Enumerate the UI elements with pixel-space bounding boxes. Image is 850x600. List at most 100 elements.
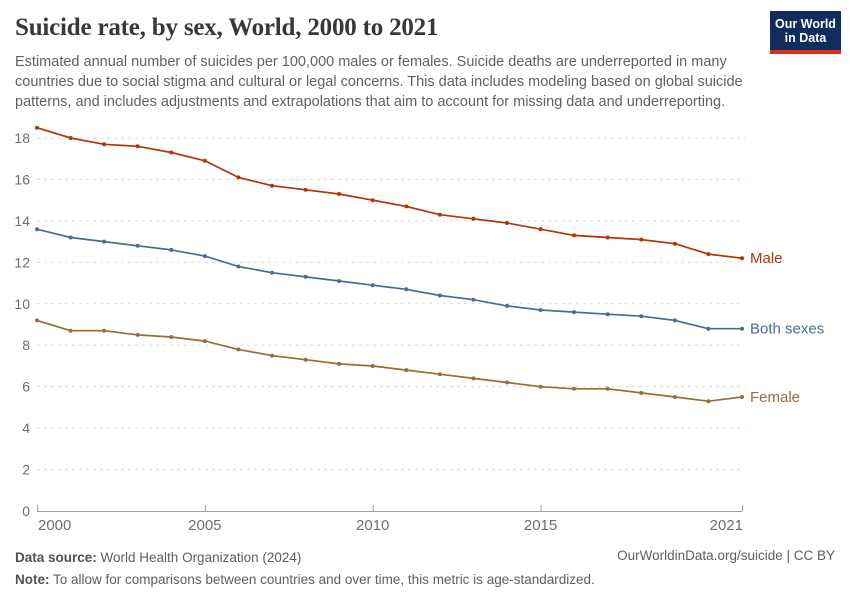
data-point-female-2021[interactable] <box>740 395 744 399</box>
data-point-both-sexes-2015[interactable] <box>538 308 543 312</box>
data-point-both-sexes-2009[interactable] <box>337 279 342 283</box>
data-point-both-sexes-2000[interactable] <box>35 227 39 232</box>
data-point-both-sexes-2002[interactable] <box>102 239 107 244</box>
data-point-female-2011[interactable] <box>404 368 409 373</box>
data-point-female-2013[interactable] <box>471 376 476 381</box>
series-male[interactable]: Male <box>35 125 783 268</box>
page-title: Suicide rate, by sex, World, 2000 to 202… <box>15 14 439 41</box>
data-point-male-2004[interactable] <box>169 150 174 155</box>
data-point-both-sexes-2007[interactable] <box>270 270 274 275</box>
data-point-both-sexes-2005[interactable] <box>202 254 207 259</box>
series-label-both-sexes: Both sexes <box>750 321 824 338</box>
data-point-male-2013[interactable] <box>471 216 476 221</box>
data-point-male-2019[interactable] <box>672 241 677 246</box>
data-point-both-sexes-2012[interactable] <box>437 293 442 298</box>
y-axis-tick-label: 18 <box>14 130 30 146</box>
data-point-female-2012[interactable] <box>437 372 442 377</box>
y-axis-tick-label: 16 <box>14 171 30 187</box>
data-point-both-sexes-2004[interactable] <box>169 247 174 252</box>
y-axis-tick-label: 6 <box>22 379 30 395</box>
x-axis-tick-label: 2015 <box>524 517 557 534</box>
data-point-both-sexes-2018[interactable] <box>639 314 644 319</box>
x-axis: 2000 2005 2010 2015 2021 <box>37 505 743 534</box>
data-source-text: World Health Organization (2024) <box>96 550 302 565</box>
data-point-male-2018[interactable] <box>639 237 644 242</box>
owid-logo-line1: Our World <box>775 17 836 31</box>
chart-subtitle: Estimated annual number of suicides per … <box>15 54 743 110</box>
data-point-both-sexes-2019[interactable] <box>672 318 677 323</box>
data-point-female-2020[interactable] <box>706 399 711 404</box>
data-point-male-2005[interactable] <box>202 158 207 163</box>
x-axis-tick-label: 2021 <box>710 517 743 534</box>
data-point-female-2016[interactable] <box>572 386 577 391</box>
y-axis-tick-label: 8 <box>22 337 30 353</box>
data-point-female-2004[interactable] <box>169 335 174 339</box>
data-point-both-sexes-2008[interactable] <box>303 274 308 279</box>
footer-source-note: Data source: World Health Organization (… <box>15 547 615 590</box>
data-point-both-sexes-2006[interactable] <box>236 264 241 269</box>
data-point-male-2008[interactable] <box>303 187 308 192</box>
data-point-female-2006[interactable] <box>236 347 241 352</box>
data-source-line: Data source: World Health Organization (… <box>15 547 615 569</box>
data-point-female-2008[interactable] <box>303 357 308 362</box>
data-point-both-sexes-2003[interactable] <box>135 243 140 248</box>
note-text: To allow for comparisons between countri… <box>49 571 595 587</box>
data-point-female-2014[interactable] <box>505 380 509 385</box>
owid-logo[interactable]: Our World in Data <box>770 11 841 54</box>
data-point-both-sexes-2021[interactable] <box>740 326 744 331</box>
data-point-female-2018[interactable] <box>639 390 644 395</box>
data-point-female-2003[interactable] <box>135 332 140 337</box>
data-point-male-2006[interactable] <box>236 175 241 180</box>
y-axis-grid: 0 2 4 6 8 10 12 14 16 18 <box>14 130 745 519</box>
y-axis-tick-label: 14 <box>14 213 30 229</box>
data-point-male-2007[interactable] <box>270 183 274 188</box>
x-axis-tick-label: 2010 <box>356 517 389 534</box>
x-axis-tick-label: 2005 <box>188 517 221 534</box>
data-point-female-2002[interactable] <box>102 328 107 333</box>
data-point-female-2005[interactable] <box>202 339 207 344</box>
series-line-both-sexes[interactable] <box>36 228 743 330</box>
data-point-male-2011[interactable] <box>404 204 409 209</box>
data-point-both-sexes-2010[interactable] <box>370 283 375 288</box>
data-point-both-sexes-2013[interactable] <box>471 297 476 302</box>
data-point-male-2001[interactable] <box>68 136 73 140</box>
data-point-male-2010[interactable] <box>370 198 375 203</box>
data-point-male-2014[interactable] <box>505 221 509 225</box>
data-point-both-sexes-2016[interactable] <box>572 310 577 315</box>
data-point-both-sexes-2017[interactable] <box>605 312 610 317</box>
data-point-male-2009[interactable] <box>337 192 342 196</box>
y-axis-tick-label: 4 <box>22 420 30 436</box>
data-point-female-2015[interactable] <box>538 384 543 389</box>
series-line-female[interactable] <box>36 319 743 403</box>
data-point-both-sexes-2014[interactable] <box>505 303 509 308</box>
data-point-male-2002[interactable] <box>102 142 107 147</box>
data-point-male-2021[interactable] <box>740 256 744 261</box>
data-point-female-2001[interactable] <box>68 328 73 333</box>
data-point-female-2000[interactable] <box>35 318 39 323</box>
data-source-label: Data source: <box>15 550 97 565</box>
data-point-both-sexes-2020[interactable] <box>706 326 711 331</box>
data-point-female-2007[interactable] <box>270 353 274 358</box>
data-point-male-2012[interactable] <box>437 212 442 217</box>
series-label-male: Male <box>750 250 783 267</box>
data-point-male-2016[interactable] <box>572 233 577 238</box>
data-point-female-2017[interactable] <box>605 386 610 391</box>
series-female[interactable]: Female <box>35 318 800 406</box>
data-point-male-2017[interactable] <box>605 235 610 240</box>
data-point-female-2010[interactable] <box>370 364 375 368</box>
data-point-male-2015[interactable] <box>538 227 543 232</box>
series-label-female: Female <box>750 389 800 406</box>
data-point-male-2003[interactable] <box>135 144 140 149</box>
series-line-male[interactable] <box>36 126 743 260</box>
data-point-both-sexes-2001[interactable] <box>68 235 73 240</box>
data-point-both-sexes-2011[interactable] <box>404 287 409 292</box>
data-point-female-2019[interactable] <box>672 395 677 399</box>
owid-logo-line2: in Data <box>784 31 827 46</box>
owid-link[interactable]: OurWorldinData.org/suicide | CC BY <box>617 548 835 563</box>
data-point-female-2009[interactable] <box>337 361 342 366</box>
data-point-male-2000[interactable] <box>35 125 39 130</box>
series-both-sexes[interactable]: Both sexes <box>35 227 824 338</box>
data-point-male-2020[interactable] <box>706 252 711 257</box>
